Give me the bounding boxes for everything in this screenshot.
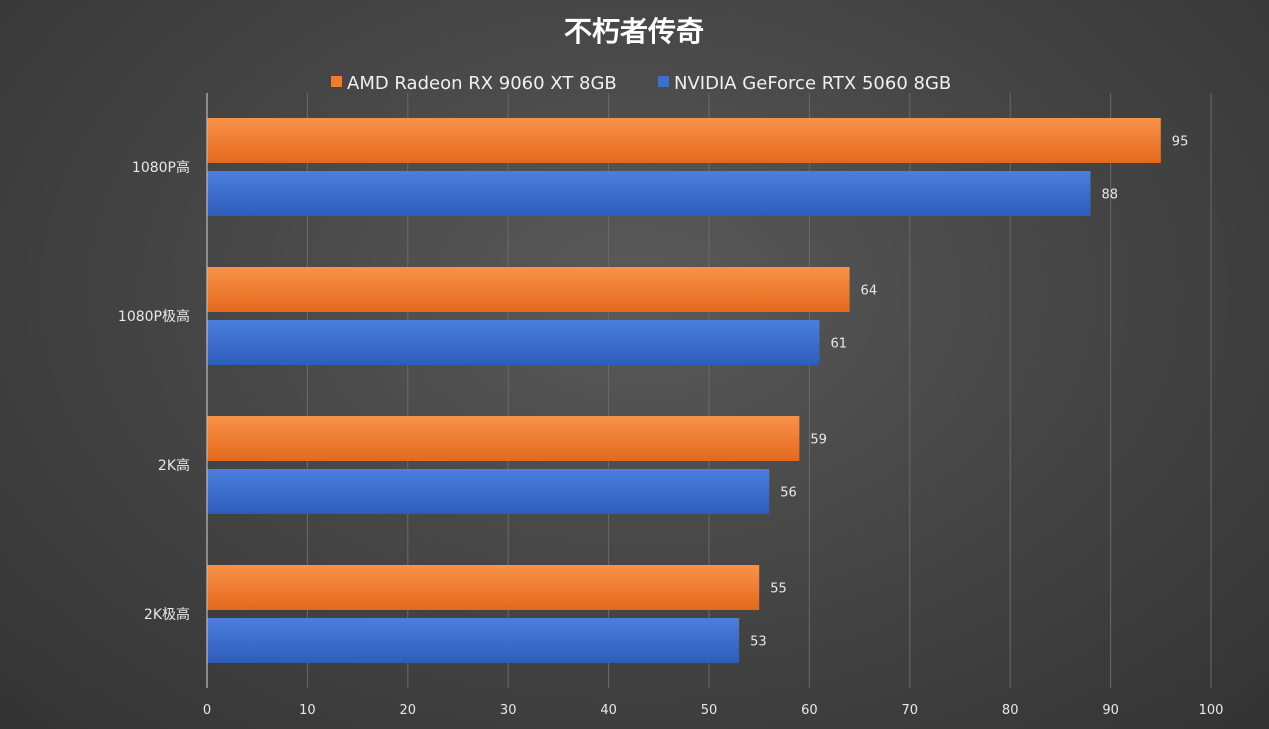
x-tick-label: 80 [1002,703,1019,718]
x-tick-label: 30 [500,703,517,718]
bar [207,320,820,365]
bars [207,118,1161,663]
x-tick-label: 90 [1102,703,1119,718]
x-tick-label: 0 [203,703,211,718]
legend-swatch-nvidia [658,76,669,87]
data-label: 95 [1172,135,1189,150]
x-tick-label: 50 [701,703,718,718]
legend-label-amd: AMD Radeon RX 9060 XT 8GB [347,73,617,94]
data-label: 64 [861,284,878,299]
bar [207,416,800,461]
chart-title: 不朽者传奇 [564,15,704,48]
bar [207,618,740,663]
data-label: 55 [770,582,787,597]
data-label: 53 [750,635,767,650]
legend-label-nvidia: NVIDIA GeForce RTX 5060 8GB [674,73,951,94]
bar [207,171,1091,216]
x-tick-label: 60 [801,703,818,718]
legend: AMD Radeon RX 9060 XT 8GB NVIDIA GeForce… [331,73,951,94]
x-tick-label: 10 [299,703,316,718]
bar [207,118,1161,163]
data-label: 59 [810,433,827,448]
x-tick-label: 70 [902,703,919,718]
y-category-label: 1080P极高 [118,308,190,325]
y-category-label: 1080P高 [132,159,190,176]
x-tick-label: 100 [1199,703,1224,718]
bar [207,267,850,312]
data-label: 88 [1102,188,1119,203]
legend-swatch-amd [331,76,342,87]
data-label: 61 [830,337,847,352]
labels: 0 10 20 30 40 50 60 70 80 90 100 95 88 1080P高 64 61 1080… [118,135,1223,719]
x-tick-label: 20 [400,703,417,718]
x-tick-label: 40 [600,703,617,718]
y-category-label: 2K高 [158,457,190,474]
y-category-label: 2K极高 [144,606,190,623]
bar [207,469,770,514]
data-label: 56 [780,486,797,501]
bar [207,565,760,610]
